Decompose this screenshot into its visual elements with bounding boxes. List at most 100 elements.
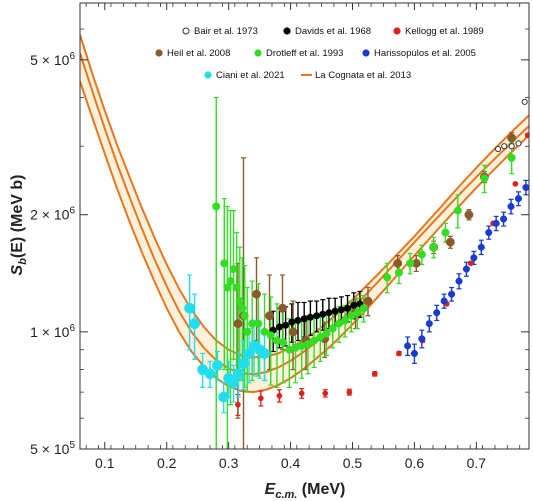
legend-marker: [182, 27, 190, 35]
data-point: [406, 259, 415, 268]
data-point: [492, 219, 500, 227]
x-tick-label: 0.5: [343, 455, 363, 471]
y-axis-label: Sb(E) (MeV b): [9, 175, 29, 276]
data-point: [417, 250, 426, 259]
y-axis-label-sub: b: [17, 258, 29, 265]
x-axis: 0.1 0.2 0.3 0.4 0.5 0.6 0.7: [85, 3, 521, 471]
x-axis-label-sub: c.m.: [275, 489, 297, 501]
data-point: [470, 254, 478, 262]
data-point: [393, 258, 403, 268]
data-point: [233, 319, 243, 329]
data-point: [254, 319, 263, 328]
y-tick-label: 2 × 106: [30, 206, 75, 223]
data-point: [507, 153, 516, 162]
data-points: [184, 98, 529, 408]
legend-marker: [362, 49, 370, 57]
x-tick-label: 0.6: [405, 455, 425, 471]
data-point: [477, 243, 485, 251]
data-point: [371, 370, 378, 377]
legend-item: Heil et al. 2008: [155, 48, 230, 59]
x-tick-label: 0.4: [281, 455, 301, 471]
data-point: [313, 312, 321, 320]
data-point: [310, 336, 319, 345]
data-point: [322, 390, 329, 397]
data-point: [501, 143, 508, 150]
data-point: [294, 316, 302, 324]
x-axis-label-main: E: [265, 481, 277, 498]
legend-item: La Cognata et al. 2013: [301, 70, 411, 81]
data-point: [238, 357, 249, 369]
data-point: [204, 368, 216, 380]
data-point: [337, 306, 345, 314]
data-point: [383, 273, 392, 282]
data-point: [394, 268, 403, 277]
data-point: [235, 296, 244, 306]
data-point: [232, 283, 241, 292]
data-point: [425, 320, 433, 328]
data-point: [322, 329, 331, 338]
data-point: [448, 290, 456, 298]
data-point: [184, 302, 196, 314]
legend-item: Bair et al. 1973: [182, 26, 258, 37]
data-point: [300, 315, 308, 323]
legend-label: Ciani et al. 2021: [216, 70, 285, 81]
legend-label: Drotleff et al. 1993: [266, 48, 343, 59]
data-point: [325, 309, 333, 317]
legend-label: Heil et al. 2008: [167, 48, 230, 59]
data-point: [303, 340, 312, 349]
data-point: [288, 327, 298, 337]
data-point: [514, 195, 523, 203]
data-point: [259, 348, 271, 359]
data-point: [212, 359, 223, 371]
data-point: [343, 304, 352, 312]
data-point: [331, 307, 339, 315]
data-point: [396, 350, 402, 357]
band-fill: [80, 34, 529, 393]
data-point: [257, 395, 264, 402]
legend-marker: [254, 49, 262, 57]
data-point: [276, 392, 283, 399]
y-tick-label: 5 × 106: [30, 51, 75, 68]
data-point: [298, 390, 305, 397]
data-point: [524, 132, 529, 139]
data-point: [441, 228, 450, 237]
data-point: [453, 206, 462, 215]
legend-item: Davids et al. 1968: [283, 26, 371, 37]
data-point: [235, 401, 241, 408]
data-point: [341, 316, 350, 325]
data-point: [500, 215, 508, 223]
legend-marker: [393, 27, 401, 35]
data-point: [238, 304, 247, 313]
data-point: [353, 308, 362, 317]
data-point: [228, 377, 240, 389]
y-axis-label-main: S: [9, 264, 26, 275]
legend-item: Harissopulos et al. 2005: [362, 48, 476, 59]
data-point: [410, 349, 418, 358]
data-point: [363, 296, 373, 306]
data-point: [252, 289, 261, 299]
data-point: [233, 368, 244, 380]
data-point: [266, 331, 275, 340]
data-point: [515, 140, 522, 147]
data-point: [480, 174, 489, 183]
x-tick-label: 0.2: [157, 455, 177, 471]
data-point: [445, 237, 455, 247]
x-tick-label: 0.7: [467, 455, 487, 471]
plot-frame: [79, 2, 530, 450]
data-point: [218, 391, 230, 403]
data-point: [346, 389, 353, 395]
legend-marker: [204, 71, 212, 79]
data-point: [328, 324, 337, 333]
data-point: [507, 202, 515, 211]
y-axis: 5 × 105 1 × 106 2 × 106 5 × 106: [30, 2, 529, 457]
data-point: [467, 260, 474, 267]
data-point: [433, 309, 441, 317]
band-lower-line: [80, 81, 529, 394]
legend-marker: [283, 27, 291, 35]
data-point: [440, 297, 448, 305]
data-point: [512, 181, 519, 187]
data-point: [306, 313, 314, 321]
legend-label: Bair et al. 1973: [194, 26, 258, 37]
legend-item: Drotleff et al. 1993: [254, 48, 343, 59]
